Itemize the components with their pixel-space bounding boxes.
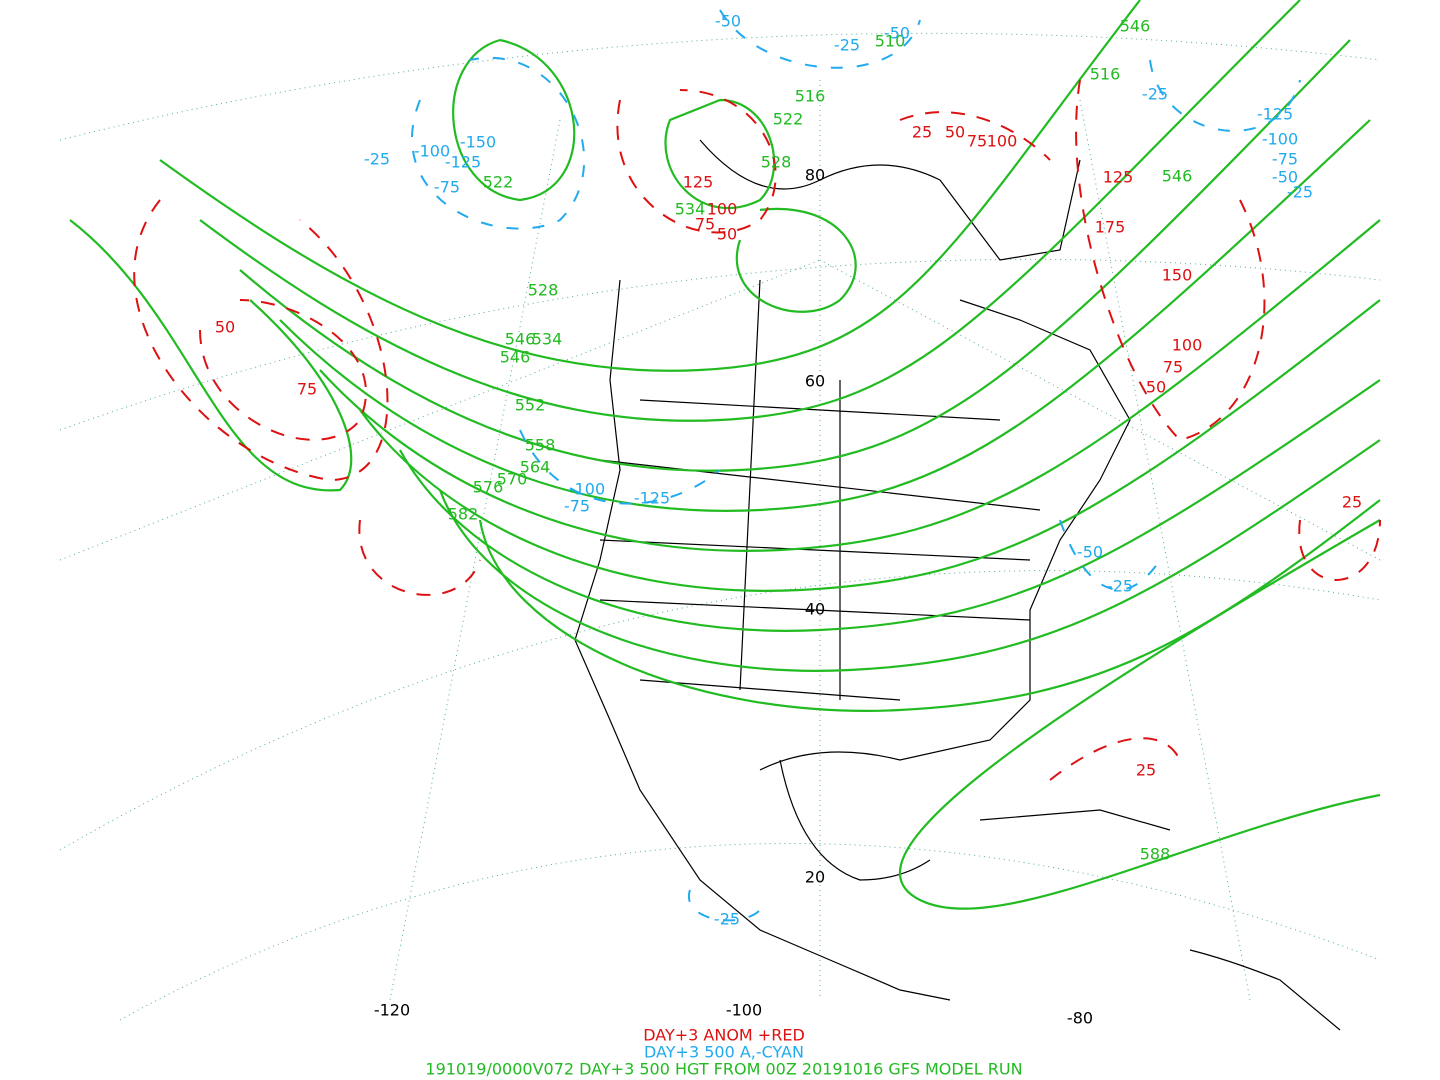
height-label: 528 bbox=[761, 153, 792, 172]
anomaly-label: -25 bbox=[834, 36, 860, 55]
footer-line: DAY+3 500 A,-CYAN bbox=[644, 1043, 804, 1062]
height-label: 516 bbox=[795, 87, 826, 106]
anomaly-label: -25 bbox=[1142, 85, 1168, 104]
anomaly-label: 25 bbox=[912, 123, 932, 142]
anomaly-label: 25 bbox=[1342, 493, 1362, 512]
anomaly-label: -50 bbox=[715, 12, 741, 31]
height-label: 588 bbox=[1140, 845, 1171, 864]
height-label: 582 bbox=[448, 505, 479, 524]
height-label: 576 bbox=[473, 478, 504, 497]
anomaly-label: -125 bbox=[445, 153, 481, 172]
height-label: 516 bbox=[1090, 65, 1121, 84]
anomaly-label: -125 bbox=[634, 489, 670, 508]
height-label: 558 bbox=[525, 436, 556, 455]
anomaly-label: -25 bbox=[1287, 183, 1313, 202]
negative-anomaly-contours bbox=[411, 9, 1301, 922]
longitude-label: -120 bbox=[374, 1001, 410, 1020]
height-label: 564 bbox=[520, 458, 551, 477]
height-label: 534 bbox=[532, 330, 563, 349]
anomaly-label: 50 bbox=[1146, 378, 1166, 397]
anomaly-label: 50 bbox=[945, 123, 965, 142]
graticule bbox=[59, 32, 1381, 1021]
height-label: 546 bbox=[500, 348, 531, 367]
anomaly-label: -75 bbox=[434, 178, 460, 197]
positive-anomaly-contours bbox=[133, 79, 1381, 781]
longitude-label: -100 bbox=[726, 1001, 762, 1020]
anomaly-label: 75 bbox=[967, 132, 987, 151]
footer-line: DAY+3 ANOM +RED bbox=[643, 1026, 805, 1045]
anomaly-label: -50 bbox=[1272, 168, 1298, 187]
anomaly-label: -100 bbox=[569, 480, 605, 499]
height-label: 522 bbox=[773, 110, 804, 129]
longitude-label: -80 bbox=[1067, 1009, 1093, 1028]
anomaly-label: -75 bbox=[1272, 150, 1298, 169]
height-label: 546 bbox=[1120, 17, 1151, 36]
anomaly-label: 50 bbox=[717, 225, 737, 244]
anomaly-label: 25 bbox=[1136, 761, 1156, 780]
height-label: 552 bbox=[515, 396, 546, 415]
labels: 5165225285225285465345465525585645705765… bbox=[215, 12, 1362, 1028]
anomaly-label: -150 bbox=[460, 133, 496, 152]
anomaly-label: -50 bbox=[884, 24, 910, 43]
anomaly-label: -25 bbox=[1107, 577, 1133, 596]
anomaly-label: 125 bbox=[683, 173, 714, 192]
anomaly-label: -100 bbox=[1262, 130, 1298, 149]
height-label: 546 bbox=[1162, 167, 1193, 186]
height-label: 522 bbox=[483, 173, 514, 192]
anomaly-label: -125 bbox=[1257, 105, 1293, 124]
anomaly-label: -100 bbox=[414, 142, 450, 161]
anomaly-label: 100 bbox=[1172, 336, 1203, 355]
height-label: 570 bbox=[497, 470, 528, 489]
anomaly-label: 175 bbox=[1095, 218, 1126, 237]
footer-line: 191019/0000V072 DAY+3 500 HGT FROM 00Z 2… bbox=[425, 1060, 1022, 1079]
anomaly-label: 75 bbox=[695, 215, 715, 234]
anomaly-label: 50 bbox=[215, 318, 235, 337]
anomaly-label: 75 bbox=[297, 380, 317, 399]
anomaly-label: 100 bbox=[987, 132, 1018, 151]
anomaly-label: 150 bbox=[1162, 266, 1193, 285]
anomaly-label: -50 bbox=[1077, 543, 1103, 562]
anomaly-label: -25 bbox=[714, 910, 740, 929]
coastlines bbox=[574, 139, 1341, 1031]
latitude-label: 80 bbox=[805, 166, 825, 185]
anomaly-label: 100 bbox=[707, 200, 738, 219]
height-label: 510 bbox=[875, 32, 906, 51]
anomaly-label: 75 bbox=[1163, 358, 1183, 377]
anomaly-label: -25 bbox=[364, 150, 390, 169]
height-label: 534 bbox=[675, 200, 706, 219]
height-label: 546 bbox=[505, 330, 536, 349]
height-label: 528 bbox=[528, 281, 559, 300]
latitude-label: 20 bbox=[805, 868, 825, 887]
height-contours bbox=[69, 0, 1381, 910]
anomaly-label: 125 bbox=[1103, 168, 1134, 187]
latitude-label: 60 bbox=[805, 372, 825, 391]
anomaly-label: -75 bbox=[564, 497, 590, 516]
latitude-label: 40 bbox=[805, 600, 825, 619]
